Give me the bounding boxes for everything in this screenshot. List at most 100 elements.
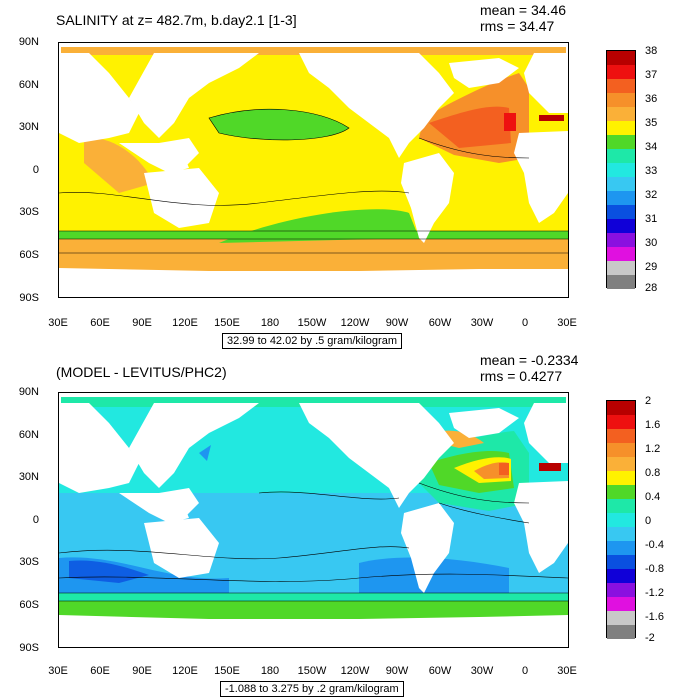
panel1-colorbar-swatch <box>607 135 635 149</box>
panel1-lon-label: 60E <box>90 317 110 329</box>
panel1-colorbar-swatch <box>607 79 635 93</box>
panel2-colorbar-swatch <box>607 457 635 471</box>
panel2-mean: mean = -0.2334 <box>480 352 579 368</box>
panel2-lat-30n: 30N <box>18 471 39 483</box>
panel1-colorbar-swatch <box>607 51 635 65</box>
panel2-colorbar-swatch <box>607 499 635 513</box>
panel1-colorbar-label: 32 <box>645 189 658 201</box>
panel2-lon-label: 120E <box>172 665 198 677</box>
panel2-colorbar-swatch <box>607 401 635 415</box>
panel1-lat-0: 0 <box>32 164 39 176</box>
panel1-lat-30s: 30S <box>19 206 39 218</box>
panel2-colorbar-swatch <box>607 597 635 611</box>
panel1-title: SALINITY at z= 482.7m, b.day2.1 [1-3] <box>56 12 297 28</box>
panel2-lon-label: 180 <box>260 665 280 677</box>
panel2-title: (MODEL - LEVITUS/PHC2) <box>56 364 227 380</box>
panel2-colorbar-swatch <box>607 443 635 457</box>
panel2-lon-label: 60E <box>90 665 110 677</box>
panel2-lat-30s: 30S <box>19 556 39 568</box>
panel1-colorbar-swatch <box>607 219 635 233</box>
panel1-colorbar-swatch <box>607 191 635 205</box>
panel1-lat-90s: 90S <box>19 292 39 304</box>
panel1-stats: mean = 34.46 rms = 34.47 <box>480 2 566 34</box>
panel2-map-svg <box>59 393 568 647</box>
panel1-colorbar-label: 35 <box>645 117 658 129</box>
panel1-rms: rms = 34.47 <box>480 18 555 34</box>
panel1-lon-label: 120E <box>172 317 198 329</box>
panel2-lat-60n: 60N <box>18 429 39 441</box>
panel1-mean: mean = 34.46 <box>480 2 567 18</box>
panel2-lon-label: 90E <box>132 665 152 677</box>
panel1-lon-label: 150W <box>297 317 327 329</box>
panel1-map-svg <box>59 43 568 297</box>
panel1-lon-label: 30E <box>557 317 577 329</box>
panel1-colorbar-swatch <box>607 149 635 163</box>
panel1-lat-60s: 60S <box>19 249 39 261</box>
panel2-colorbar-swatch <box>607 485 635 499</box>
panel1-colorbar-label: 37 <box>645 69 658 81</box>
panel1-colorbar-label: 31 <box>645 213 658 225</box>
panel1-lon-label: 180 <box>260 317 280 329</box>
panel1-colorbar-label: 30 <box>645 237 658 249</box>
panel1-colorbar-swatch <box>607 233 635 247</box>
panel1-colorbar-swatch <box>607 177 635 191</box>
panel2-colorbar-swatch <box>607 611 635 625</box>
panel1-lon-label: 30E <box>48 317 68 329</box>
panel1-colorbar-label: 33 <box>645 165 658 177</box>
panel2-lat-90s: 90S <box>19 642 39 654</box>
panel2-colorbar-swatch <box>607 555 635 569</box>
panel2-colorbar-swatch <box>607 429 635 443</box>
panel2-colorbar-label: 2 <box>645 395 652 407</box>
panel1-colorbar-label: 34 <box>645 141 658 153</box>
panel1-map <box>58 42 569 298</box>
panel2-colorbar-swatch <box>607 583 635 597</box>
panel2-colorbar-swatch <box>607 541 635 555</box>
panel1-lat-30n: 30N <box>18 121 39 133</box>
panel2-stats: mean = -0.2334 rms = 0.4277 <box>480 352 578 384</box>
panel2-colorbar-label: 0 <box>645 515 652 527</box>
panel2-colorbar-label: 1.6 <box>645 419 661 431</box>
panel2-colorbar-label: -1.6 <box>645 611 664 623</box>
panel2-lon-label: 120W <box>340 665 370 677</box>
panel2-colorbar-label: 0.8 <box>645 467 661 479</box>
panel2-colorbar-label: 1.2 <box>645 443 661 455</box>
panel2-colorbar-swatch <box>607 513 635 527</box>
panel1-range-box: 32.99 to 42.02 by .5 gram/kilogram <box>222 333 402 349</box>
panel1-lat-60n: 60N <box>18 79 39 91</box>
panel1-colorbar-swatch <box>607 163 635 177</box>
panel2-colorbar-swatch <box>607 625 635 639</box>
panel2-lat-60s: 60S <box>19 599 39 611</box>
panel1-colorbar-swatch <box>607 275 635 289</box>
panel2-lon-label: 30E <box>48 665 68 677</box>
panel2-lat-0: 0 <box>32 514 39 526</box>
panel1-colorbar-swatch <box>607 65 635 79</box>
panel2-range-box: -1.088 to 3.275 by .2 gram/kilogram <box>220 681 404 697</box>
panel1-lon-label: 150E <box>214 317 240 329</box>
panel1-lon-label: 30W <box>470 317 494 329</box>
panel1-colorbar-label: 28 <box>645 282 658 294</box>
panel1-lon-label: 0 <box>521 317 529 329</box>
panel2-colorbar-label: -0.4 <box>645 539 664 551</box>
panel2-lon-label: 90W <box>385 665 409 677</box>
panel1-colorbar <box>606 50 636 289</box>
panel1-lon-label: 90E <box>132 317 152 329</box>
panel2-colorbar-label: -0.8 <box>645 563 664 575</box>
panel1-lon-label: 90W <box>385 317 409 329</box>
panel1-lat-90n: 90N <box>18 36 39 48</box>
panel1-colorbar-swatch <box>607 205 635 219</box>
panel2-rms: rms = 0.4277 <box>480 368 563 384</box>
panel2-colorbar-label: -2 <box>645 632 655 644</box>
panel2-map <box>58 392 569 648</box>
panel1-colorbar-swatch <box>607 121 635 135</box>
panel2-lon-label: 60W <box>428 665 452 677</box>
panel1-colorbar-swatch <box>607 93 635 107</box>
panel1-colorbar-swatch <box>607 247 635 261</box>
panel1-lon-label: 60W <box>428 317 452 329</box>
panel1-colorbar-label: 36 <box>645 93 658 105</box>
panel1-colorbar-label: 29 <box>645 261 658 273</box>
panel2-colorbar-swatch <box>607 527 635 541</box>
panel1-colorbar-swatch <box>607 107 635 121</box>
panel2-colorbar-swatch <box>607 471 635 485</box>
panel2-colorbar-label: -1.2 <box>645 587 664 599</box>
panel2-colorbar-label: 0.4 <box>645 491 661 503</box>
